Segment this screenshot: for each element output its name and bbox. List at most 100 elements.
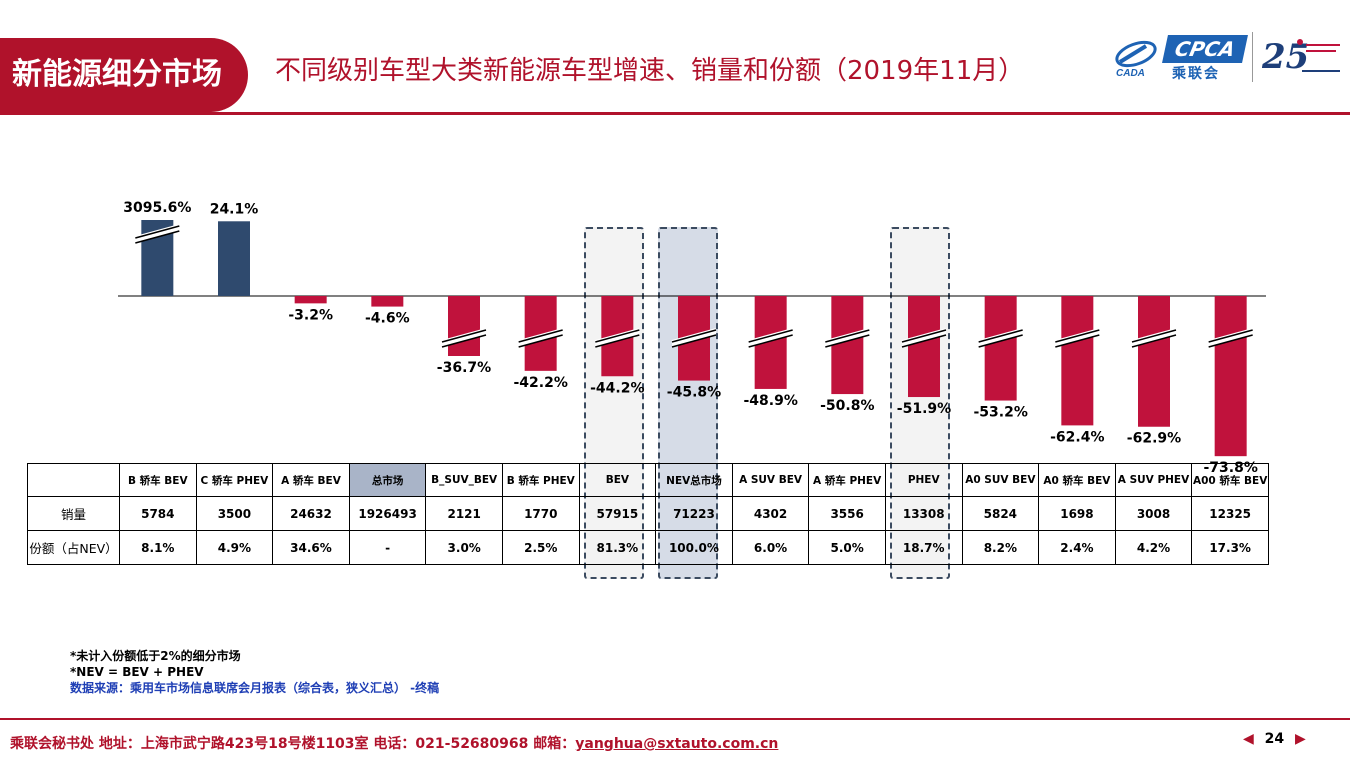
- table-cell: 3556: [808, 496, 886, 531]
- table-cell: 3008: [1114, 496, 1193, 531]
- axis-break-mark: [595, 334, 640, 348]
- table-cell: 24632: [272, 496, 350, 531]
- footnote-share: *未计入份额低于2%的细分市场: [70, 649, 241, 663]
- table-header-row: B 轿车 BEV C 轿车 PHEV A 轿车 BEV 总市场 B_SUV_BEV B 轿…: [27, 463, 1269, 497]
- axis-break-mark: [518, 334, 563, 348]
- table-cell: 8.1%: [119, 530, 197, 565]
- table-cell: 5.0%: [808, 530, 886, 565]
- axis-break-mark: [595, 329, 640, 343]
- table-cell: 18.7%: [884, 530, 963, 565]
- axis-break-gap: [748, 330, 793, 347]
- table-header-cell: C 轿车 PHEV: [195, 463, 274, 497]
- table-row-label: 份额（占NEV）: [27, 530, 120, 565]
- prev-page-icon[interactable]: ◀: [1243, 731, 1254, 747]
- axis-break-mark: [1131, 334, 1177, 348]
- axis-break-mark: [1131, 329, 1177, 343]
- data-source: 数据来源：乘用车市场信息联席会月报表（综合表，狭义汇总） -终稿: [70, 681, 440, 695]
- table-header-blank: [27, 463, 120, 497]
- table-header-cell: B_SUV_BEV: [425, 463, 503, 497]
- page-number: 24: [1264, 731, 1285, 747]
- table-cell: 4.9%: [195, 530, 274, 565]
- axis-break-mark: [135, 225, 180, 239]
- pager: ◀ 24 ▶: [1243, 731, 1306, 747]
- bar: [1138, 296, 1170, 427]
- table-cell: 3500: [195, 496, 274, 531]
- cpca-logo-icon: CPCA: [1162, 35, 1248, 63]
- axis-break-mark: [518, 329, 563, 343]
- axis-break-gap: [825, 330, 870, 347]
- table-header-cell: PHEV: [884, 463, 963, 497]
- bar: [1214, 296, 1247, 457]
- axis-break-gap: [595, 330, 640, 347]
- table-cell: 2.4%: [1038, 530, 1116, 565]
- axis-break-mark: [1208, 334, 1253, 348]
- table-cell: 1698: [1038, 496, 1116, 531]
- bar: [908, 296, 940, 398]
- bar-value-label: -53.2%: [973, 405, 1027, 421]
- table-row-label: 销量: [27, 496, 120, 531]
- cada-logo-icon: CADA: [1115, 40, 1157, 78]
- axis-break-gap: [135, 226, 180, 243]
- table-cell: 2.5%: [501, 530, 580, 565]
- axis-break-mark: [1208, 329, 1253, 343]
- table-cell: 12325: [1191, 496, 1269, 531]
- table-header-cell: A0 SUV BEV: [961, 463, 1040, 497]
- axis-break-gap: [672, 330, 716, 347]
- footnote-nev-definition: *NEV = BEV + PHEV: [70, 665, 204, 679]
- table-cell: -: [348, 530, 427, 565]
- growth-bar-chart: 3095.6% 24.1% -3.2% -4.6% -36.7% -42.2% -44.2%…: [118, 200, 1266, 476]
- table-cell: 100.0%: [655, 530, 733, 565]
- table-cell: 8.2%: [961, 530, 1040, 565]
- bar-value-label: 3095.6%: [123, 200, 191, 216]
- table-header-cell: A SUV BEV: [731, 463, 810, 497]
- bar: [984, 296, 1017, 401]
- axis-break-mark: [825, 329, 870, 343]
- cpca-logo-subtitle: 乘联会: [1172, 66, 1220, 82]
- page-title: 不同级别车型大类新能源车型增速、销量和份额（2019年11月）: [275, 56, 1025, 86]
- axis-break-mark: [441, 329, 487, 343]
- table-cell: 57915: [578, 496, 657, 531]
- table-cell: 3.0%: [425, 530, 503, 565]
- table-cell: 81.3%: [578, 530, 657, 565]
- footer-divider: [0, 718, 1350, 720]
- axis-break-mark: [748, 334, 793, 348]
- table-cell: 1770: [501, 496, 580, 531]
- axis-break-gap: [1208, 330, 1253, 347]
- table-header-cell: NEV总市场: [655, 463, 733, 497]
- table-cell: 5784: [119, 496, 197, 531]
- axis-break-mark: [1055, 334, 1100, 348]
- axis-break-mark: [671, 334, 717, 348]
- bar: [218, 221, 250, 296]
- footer-email-link[interactable]: yanghua@sxtauto.com.cn: [575, 736, 779, 752]
- axis-break-mark: [671, 329, 717, 343]
- bar: [831, 296, 864, 395]
- bar-value-label: 24.1%: [210, 201, 259, 217]
- axis-break-mark: [748, 329, 793, 343]
- bar-value-label: -62.4%: [1050, 429, 1104, 445]
- bar-value-label: -4.6%: [365, 311, 410, 327]
- section-tag: 新能源细分市场: [0, 38, 248, 112]
- table-row: 份额（占NEV） 8.1% 4.9% 34.6% -3.0% 2.5% 81.3% 100.0…: [27, 530, 1269, 565]
- table-header-cell: A 轿车 BEV: [272, 463, 350, 497]
- axis-break-mark: [441, 334, 487, 348]
- table-header-cell: B 轿车 PHEV: [501, 463, 580, 497]
- table-header-cell: BEV: [578, 463, 657, 497]
- axis-break-mark: [825, 334, 870, 348]
- bar-value-label: -36.7%: [437, 360, 491, 376]
- axis-break-mark: [135, 230, 180, 244]
- bar: [448, 296, 480, 356]
- axis-break-mark: [978, 334, 1023, 348]
- table-cell: 6.0%: [731, 530, 810, 565]
- table-cell: 5824: [961, 496, 1040, 531]
- next-page-icon[interactable]: ▶: [1295, 731, 1306, 747]
- bar-value-label: -42.2%: [513, 375, 567, 391]
- axis-break-mark: [901, 334, 947, 348]
- bar-value-label: -48.9%: [743, 393, 797, 409]
- table-cell: 17.3%: [1191, 530, 1269, 565]
- bar-value-label: -3.2%: [288, 307, 333, 323]
- axis-break-mark: [978, 329, 1023, 343]
- table-header-cell: A SUV PHEV: [1114, 463, 1193, 497]
- footnotes: *未计入份额低于2%的细分市场 *NEV = BEV + PHEV 数据来源：乘…: [70, 648, 439, 696]
- logo-separator: [1252, 32, 1253, 82]
- axis-break-gap: [978, 330, 1023, 347]
